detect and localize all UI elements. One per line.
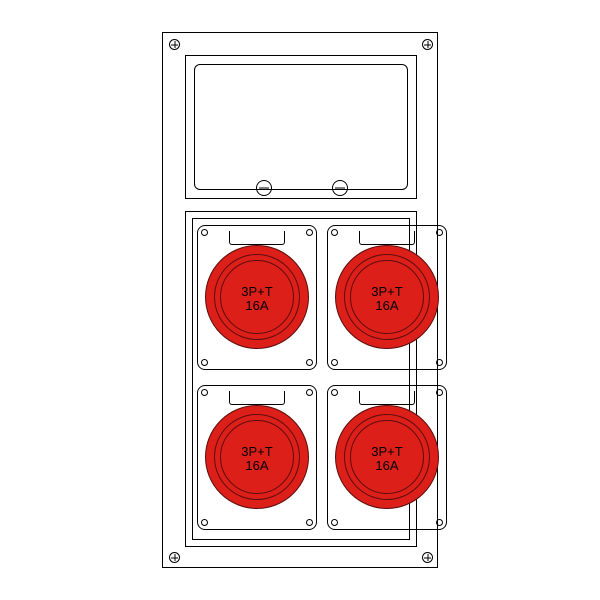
mount-hole-icon [201, 359, 208, 366]
cover-screw-right [332, 180, 348, 196]
plug-ring [220, 420, 294, 494]
cover-screw-left [256, 180, 272, 196]
socket-neck [229, 391, 284, 405]
mount-hole-icon [331, 389, 338, 396]
blank-cover-plate [185, 55, 417, 199]
socket-2: 3P+T 16A [327, 225, 447, 370]
plug-body: 3P+T 16A [205, 405, 309, 509]
socket-1: 3P+T 16A [197, 225, 317, 370]
socket-neck [359, 231, 414, 245]
socket-4: 3P+T 16A [327, 385, 447, 530]
blank-cover-inner [194, 64, 408, 190]
plug-body: 3P+T 16A [335, 245, 439, 349]
plug-body: 3P+T 16A [205, 245, 309, 349]
panel-screw-tl [169, 39, 180, 50]
panel-screw-bl [169, 552, 180, 563]
mount-hole-icon [306, 359, 313, 366]
mount-hole-icon [436, 519, 443, 526]
mount-hole-icon [201, 389, 208, 396]
socket-neck [229, 231, 284, 245]
distribution-panel: 3P+T 16A 3P+T 16A [162, 32, 438, 568]
mount-hole-icon [436, 389, 443, 396]
panel-screw-tr [422, 39, 433, 50]
panel-screw-br [422, 552, 433, 563]
mount-hole-icon [331, 359, 338, 366]
mount-hole-icon [331, 229, 338, 236]
mount-hole-icon [331, 519, 338, 526]
mount-hole-icon [306, 519, 313, 526]
mount-hole-icon [201, 519, 208, 526]
plug-body: 3P+T 16A [335, 405, 439, 509]
plug-ring [350, 260, 424, 334]
socket-neck [359, 391, 414, 405]
mount-hole-icon [306, 389, 313, 396]
mount-hole-icon [306, 229, 313, 236]
plug-ring [350, 420, 424, 494]
mount-hole-icon [436, 229, 443, 236]
socket-3: 3P+T 16A [197, 385, 317, 530]
plug-ring [220, 260, 294, 334]
mount-hole-icon [436, 359, 443, 366]
mount-hole-icon [201, 229, 208, 236]
